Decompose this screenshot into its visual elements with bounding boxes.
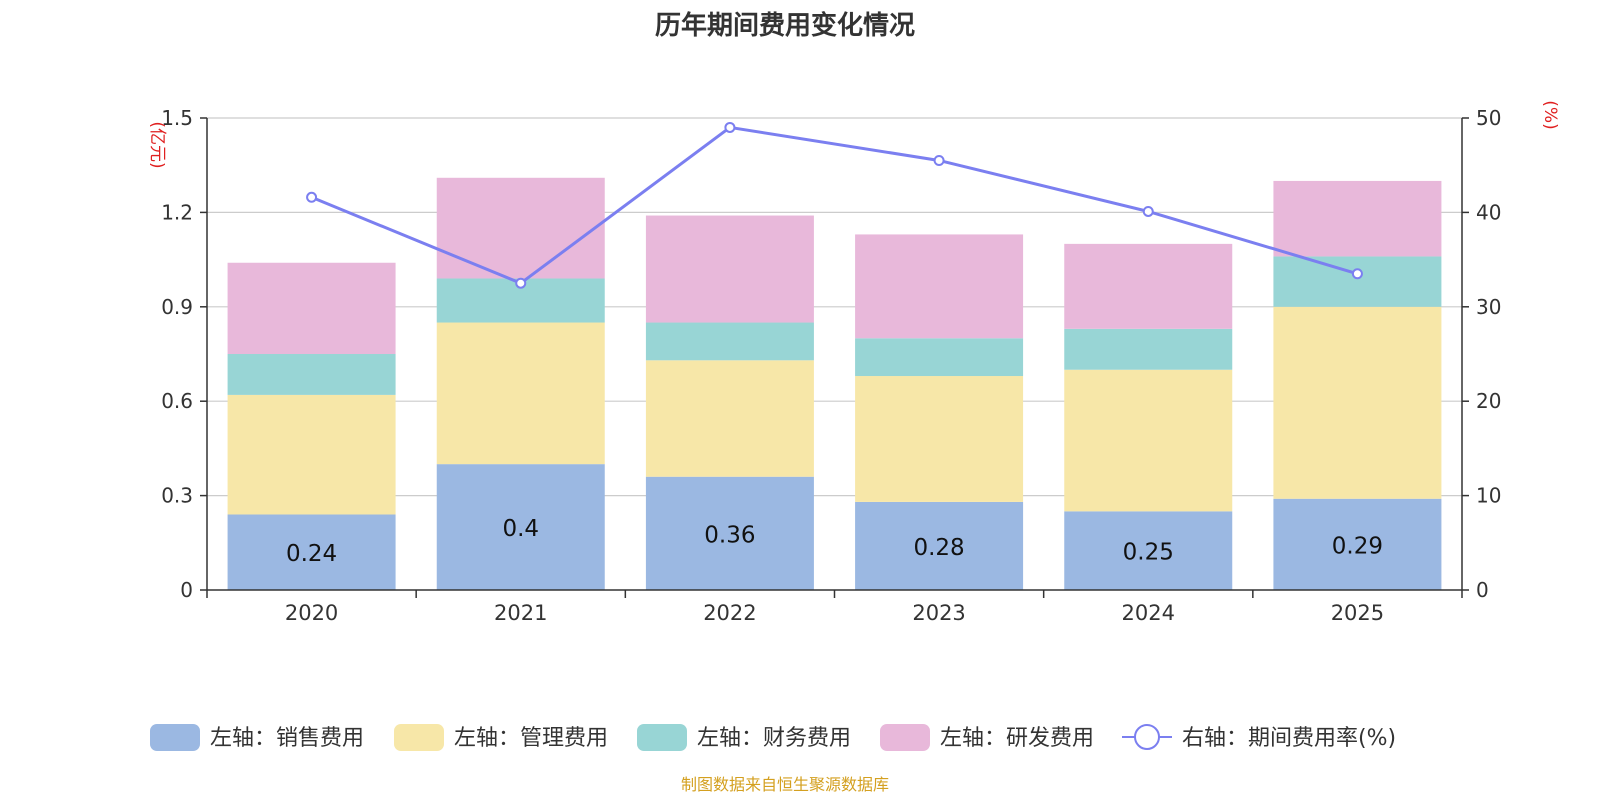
legend-swatch xyxy=(150,724,200,751)
x-tick-label: 2024 xyxy=(1122,601,1175,625)
rate-point xyxy=(1142,205,1154,217)
bar-segment xyxy=(645,322,814,361)
bar-segment xyxy=(1064,369,1233,512)
rate-line-group xyxy=(306,121,1363,289)
rate-point xyxy=(306,191,318,203)
left-tick-label: 1.5 xyxy=(161,106,193,130)
rate-line xyxy=(311,125,1358,285)
bar-segment xyxy=(227,262,396,354)
left-tick-label: 0.6 xyxy=(161,389,193,413)
bar-data-label: 0.25 xyxy=(1123,540,1174,566)
bar-segment xyxy=(1064,243,1233,329)
x-tick-label: 2025 xyxy=(1331,601,1384,625)
right-tick-label: 20 xyxy=(1476,389,1501,413)
legend-label: 左轴：管理费用 xyxy=(454,726,608,751)
bar-segment xyxy=(645,476,814,590)
bar-segment xyxy=(436,464,605,590)
bar-data-label: 0.36 xyxy=(704,522,755,548)
right-tick-label: 0 xyxy=(1476,578,1489,602)
legend-swatch xyxy=(637,724,687,751)
bar-segment xyxy=(1064,511,1233,590)
x-tick-label: 2023 xyxy=(912,601,965,625)
legend-label: 左轴：销售费用 xyxy=(210,726,364,751)
right-tick-label: 10 xyxy=(1476,484,1501,508)
bar-segment xyxy=(855,501,1024,590)
legend-swatch xyxy=(880,724,930,751)
rate-point xyxy=(933,154,945,166)
bar-segment xyxy=(855,338,1024,377)
bar-segment xyxy=(855,376,1024,502)
legend-label: 左轴：研发费用 xyxy=(940,726,1094,751)
bar-segment xyxy=(855,234,1024,339)
bar-segment xyxy=(1273,256,1442,307)
bar-segment xyxy=(1273,180,1442,257)
bar-segment xyxy=(1273,306,1442,499)
bar-segment xyxy=(1273,498,1442,590)
bar-data-label: 0.24 xyxy=(286,541,337,567)
legend-marker xyxy=(1134,724,1160,750)
x-tick-label: 2021 xyxy=(494,601,547,625)
bar-segment xyxy=(227,394,396,515)
left-axis-unit: (亿元) xyxy=(147,121,167,168)
bar-segment xyxy=(227,354,396,395)
bar-data-label: 0.4 xyxy=(502,516,539,542)
rate-point xyxy=(515,277,527,289)
rate-point xyxy=(1351,268,1363,280)
rate-point xyxy=(724,121,736,133)
grid-lines xyxy=(207,117,1462,497)
right-tick-label: 40 xyxy=(1476,200,1501,224)
axes: 0 0.3 0.6 0.9 1.2 1.5 0 10 20 30 40 50 2020 2021 2022 2… xyxy=(147,100,1560,625)
right-tick-label: 30 xyxy=(1476,295,1501,319)
bar-data-label: 0.29 xyxy=(1332,533,1383,559)
bar-data-label: 0.28 xyxy=(913,535,964,561)
bar-segment xyxy=(645,360,814,477)
legend: 左轴：销售费用 左轴：管理费用 左轴：财务费用 左轴：研发费用 右轴：期间费用率(%) xyxy=(150,724,1396,751)
legend-swatch xyxy=(394,724,444,751)
bar-group: 0.24 0.4 0.36 0.28 0.25 0.29 xyxy=(227,177,1442,590)
right-axis-unit: (%) xyxy=(1540,100,1560,129)
right-tick-label: 50 xyxy=(1476,106,1501,130)
x-tick-label: 2022 xyxy=(703,601,756,625)
bar-segment xyxy=(436,177,605,279)
source-note: 制图数据来自恒生聚源数据库 xyxy=(681,775,889,794)
left-tick-label: 0.9 xyxy=(161,295,193,319)
legend-label: 左轴：财务费用 xyxy=(697,726,851,751)
bar-segment xyxy=(227,514,396,590)
bar-segment xyxy=(436,322,605,465)
bar-segment xyxy=(1064,328,1233,370)
chart-title: 历年期间费用变化情况 xyxy=(655,10,915,41)
left-tick-label: 0 xyxy=(180,578,193,602)
bar-segment xyxy=(645,215,814,323)
left-tick-label: 1.2 xyxy=(161,200,193,224)
legend-label: 右轴：期间费用率(%) xyxy=(1182,726,1396,751)
left-tick-label: 0.3 xyxy=(161,484,193,508)
x-tick-label: 2020 xyxy=(285,601,338,625)
